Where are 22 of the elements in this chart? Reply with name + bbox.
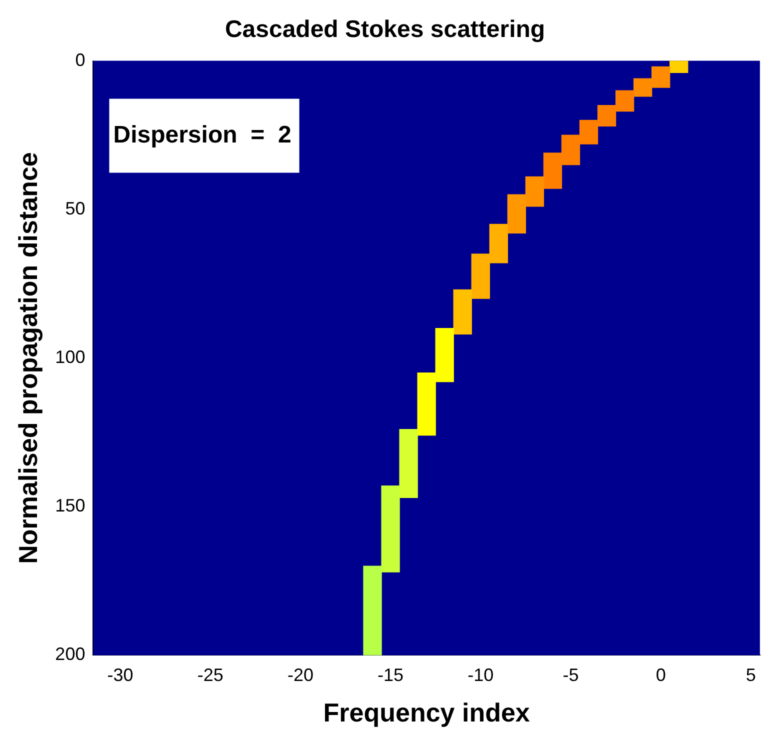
x-tick-label: -15 (378, 664, 404, 685)
x-tick-label: -20 (287, 664, 314, 685)
y-axis-title: Normalised propagation distance (12, 152, 43, 564)
x-tick-label: 5 (746, 664, 756, 685)
y-tick-label: 200 (55, 644, 86, 664)
y-tick-label: 100 (55, 346, 86, 367)
y-tick-label: 50 (65, 198, 86, 218)
bar (399, 429, 418, 498)
x-tick-label: -10 (468, 664, 494, 685)
chart-title: Cascaded Stokes scattering (224, 16, 546, 44)
y-tick-label: 0 (75, 50, 86, 70)
x-axis-title: Frequency index (323, 698, 530, 728)
annotation: Dispersion = 2 (113, 121, 292, 148)
bar (453, 289, 472, 335)
x-tick-label: -30 (107, 664, 134, 685)
bar (670, 60, 688, 74)
x-tick-label: -25 (197, 664, 224, 685)
bar (381, 485, 400, 572)
x-tick-label: 0 (656, 664, 666, 685)
y-tick-label: 150 (55, 496, 86, 516)
x-tick-label: -5 (562, 664, 579, 685)
bar (363, 566, 382, 656)
